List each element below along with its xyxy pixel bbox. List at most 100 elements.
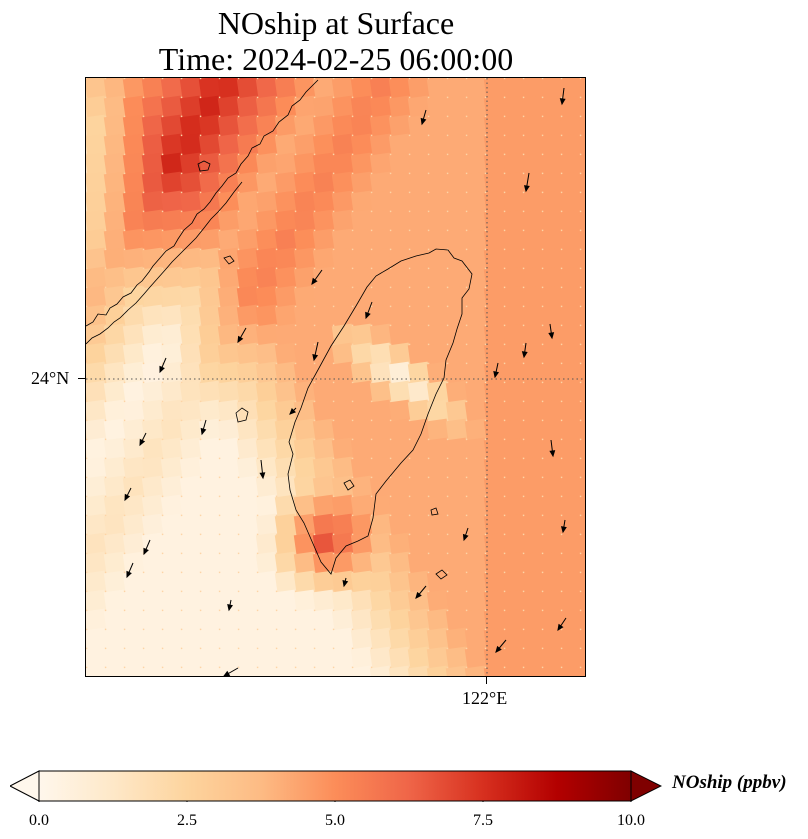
field-cell (578, 247, 585, 271)
field-cell (198, 285, 222, 309)
field-cell (521, 570, 545, 594)
field-cell (103, 342, 127, 366)
field-cell (502, 171, 526, 195)
field-cell (559, 342, 583, 366)
field-cell (274, 532, 298, 556)
field-cell (293, 304, 317, 328)
field-cell (179, 152, 203, 176)
field-cell (198, 494, 222, 518)
field-cell (103, 190, 127, 214)
field-cell (559, 570, 583, 594)
field-cell (426, 190, 450, 214)
field-cell (578, 78, 585, 100)
field-cell (331, 589, 355, 613)
field-cell (426, 304, 450, 328)
field-cell (369, 608, 393, 632)
field-cell (274, 190, 298, 214)
field-cell (578, 456, 585, 480)
field-cell (578, 209, 585, 233)
field-cell (198, 399, 222, 423)
field-cell (160, 646, 184, 670)
wind-vectors (124, 87, 567, 676)
field-cell (331, 551, 355, 575)
field-cell (578, 589, 585, 613)
field-cell (445, 342, 469, 366)
field-cell (540, 589, 564, 613)
field-cell (331, 95, 355, 119)
field-cell (407, 133, 431, 157)
field-cell (122, 190, 146, 214)
field-cell (331, 532, 355, 556)
field-cell (426, 551, 450, 575)
field-cell (578, 266, 585, 290)
field-cell (293, 456, 317, 480)
field-cell (388, 285, 412, 309)
field-cell (217, 247, 241, 271)
field-cell (521, 380, 545, 404)
field-cell (198, 114, 222, 138)
field-cell (578, 665, 585, 676)
field-cell (160, 78, 184, 100)
field-cell (388, 342, 412, 366)
field-cell (236, 190, 260, 214)
field-cell (483, 228, 507, 252)
wind-vector (259, 459, 266, 480)
field-cell (103, 323, 127, 347)
field-cell (540, 627, 564, 651)
wind-vector (223, 667, 239, 676)
island-4 (343, 479, 355, 491)
field-cell (521, 551, 545, 575)
field-cell (331, 399, 355, 423)
field-cell (331, 266, 355, 290)
field-cell (388, 133, 412, 157)
field-cell (502, 361, 526, 385)
field-cell (179, 589, 203, 613)
field-cell (521, 342, 545, 366)
field-cell (407, 456, 431, 480)
field-cell (141, 152, 165, 176)
concentration-field (86, 78, 585, 676)
field-cell (217, 285, 241, 309)
field-cell (483, 551, 507, 575)
field-cell (407, 513, 431, 537)
field-cell (426, 171, 450, 195)
field-cell (86, 456, 108, 480)
field-cell (236, 513, 260, 537)
field-cell (350, 342, 374, 366)
field-cell (236, 494, 260, 518)
wind-vector (200, 419, 207, 436)
field-cell (540, 665, 564, 676)
colorbar-tick-label: 0.0 (29, 812, 49, 829)
field-cell (445, 608, 469, 632)
field-cell (464, 494, 488, 518)
field-cell (464, 608, 488, 632)
field-cell (141, 323, 165, 347)
field-cell (464, 399, 488, 423)
field-cell (255, 78, 279, 100)
field-cell (312, 228, 336, 252)
field-cell (464, 323, 488, 347)
wind-vector (237, 327, 247, 344)
field-cell (312, 608, 336, 632)
field-cell (217, 152, 241, 176)
field-cell (103, 437, 127, 461)
field-cell (312, 152, 336, 176)
field-cell (483, 608, 507, 632)
field-cell (198, 513, 222, 537)
field-cell (407, 209, 431, 233)
field-cell (160, 475, 184, 499)
field-cell (407, 380, 431, 404)
field-cell (502, 78, 526, 100)
island-5 (435, 569, 448, 580)
field-cell (86, 570, 108, 594)
field-cell (369, 152, 393, 176)
field-cell (483, 475, 507, 499)
field-cell (122, 171, 146, 195)
field-cell (103, 551, 127, 575)
field-cell (255, 209, 279, 233)
colorbar-label: NOship (ppbv) (672, 772, 787, 793)
field-cell (540, 209, 564, 233)
field-cell (521, 475, 545, 499)
field-cell (160, 285, 184, 309)
field-cell (217, 171, 241, 195)
